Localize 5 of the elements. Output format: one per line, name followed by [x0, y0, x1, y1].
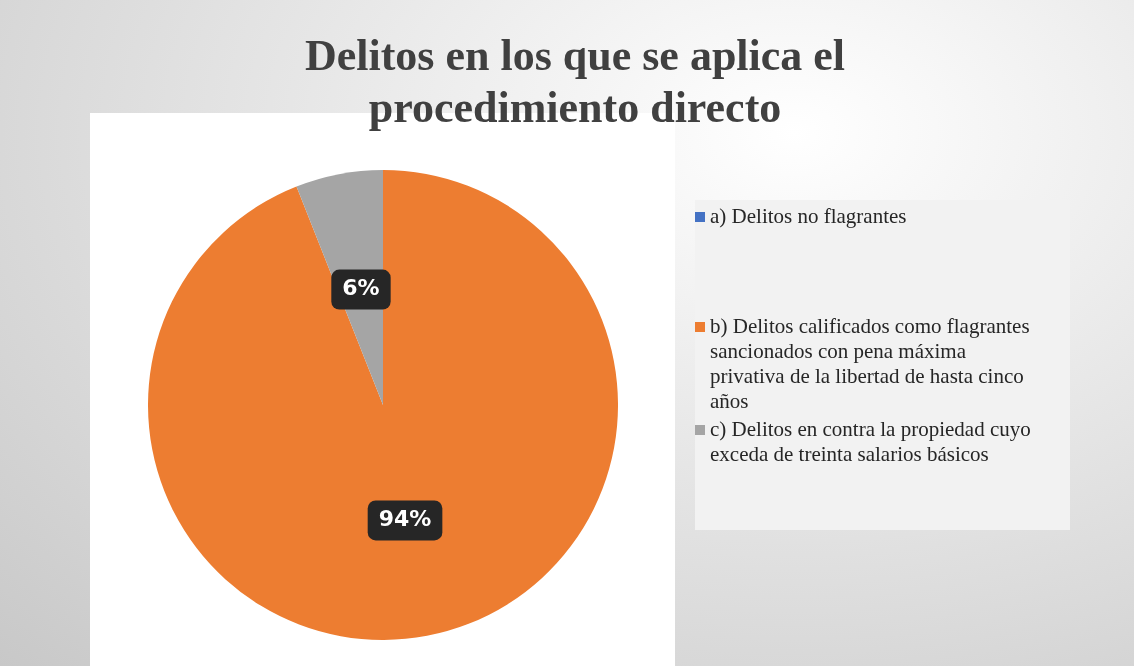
legend-label: a) Delitos no flagrantes [710, 204, 907, 229]
chart-title: Delitos en los que se aplica el procedimiento directo [303, 30, 847, 134]
data-label: 94% [378, 506, 432, 532]
data-label: 6% [342, 275, 380, 301]
legend-label: c) Delitos en contra la propiedad cuyo exceda de treinta salarios básicos [710, 417, 1032, 467]
